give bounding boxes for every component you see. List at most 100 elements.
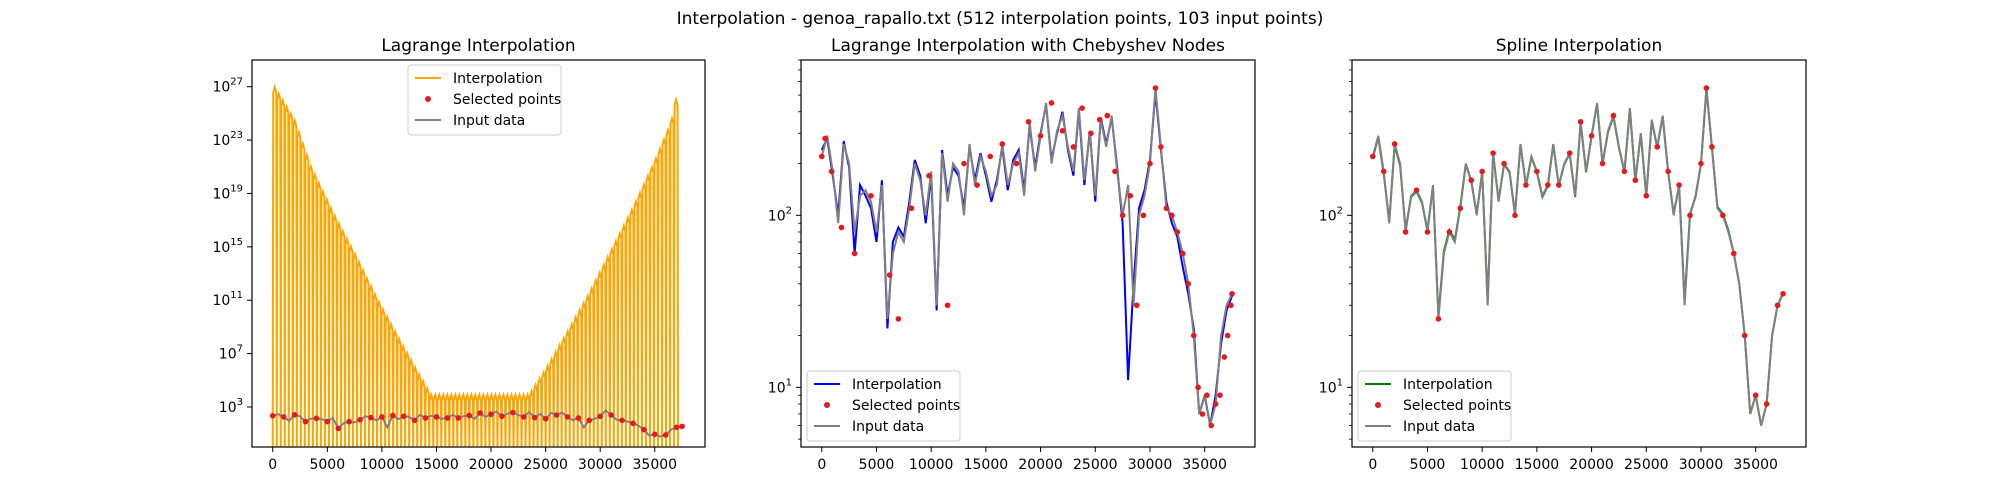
y-tick-exponent: 19	[230, 183, 243, 194]
selected-point	[1632, 177, 1639, 184]
plot-area	[818, 85, 1235, 429]
selected-point	[466, 412, 473, 419]
y-tick-exponent: 2	[786, 205, 792, 216]
selected-point	[1402, 229, 1409, 235]
selected-point	[1479, 168, 1485, 175]
selected-point	[1217, 392, 1223, 399]
chart-title: Lagrange Interpolation with Chebyshev No…	[831, 36, 1225, 56]
x-tick-label: 30000	[1128, 457, 1173, 473]
plot-area	[269, 83, 685, 447]
selected-point	[1435, 316, 1442, 322]
legend-entry-selected-points-swatch	[425, 96, 431, 102]
axes-frame	[251, 59, 706, 448]
selected-point	[1025, 118, 1032, 125]
selected-point	[1555, 182, 1562, 188]
selected-point	[1741, 332, 1748, 339]
y-tick-label: 101	[768, 377, 792, 396]
x-tick-label: 35000	[633, 457, 678, 473]
selected-point	[1190, 332, 1197, 339]
selected-point	[1204, 392, 1210, 399]
selected-point	[400, 413, 407, 420]
selected-point	[895, 316, 902, 322]
selected-point	[1224, 332, 1231, 339]
y-tick-base: 10	[219, 400, 237, 416]
selected-point	[1457, 205, 1464, 212]
legend-frame	[806, 370, 961, 442]
chart-title: Spline Interpolation	[1496, 36, 1662, 56]
x-tick-label: 25000	[523, 457, 568, 473]
selected-point	[1413, 187, 1420, 194]
selected-point	[1545, 182, 1551, 188]
selected-point	[818, 153, 825, 160]
selected-point	[477, 410, 483, 416]
input-data-line	[820, 87, 1233, 426]
y-tick-exponent: 1	[1337, 377, 1343, 388]
selected-point	[1780, 290, 1786, 297]
selected-point	[1369, 153, 1376, 160]
selected-point	[1621, 168, 1628, 175]
y-tick-label: 107	[219, 344, 243, 363]
selected-point	[987, 153, 994, 160]
selected-point	[1512, 212, 1518, 219]
selected-point	[433, 414, 440, 420]
selected-point	[1221, 354, 1228, 360]
selected-point	[542, 415, 549, 422]
selected-point	[499, 413, 505, 420]
selected-point	[1654, 144, 1661, 150]
selected-point	[564, 414, 571, 420]
selected-point	[455, 415, 462, 421]
y-tick-exponent: 23	[230, 130, 243, 141]
selected-point	[1720, 212, 1726, 219]
y-tick-exponent: 15	[230, 237, 243, 248]
legend: Interpolation Selected points Input data	[407, 64, 562, 136]
input-data-line	[1371, 87, 1784, 426]
selected-point	[1013, 160, 1020, 167]
selected-point	[961, 160, 967, 167]
legend: Interpolation Selected points Input data	[1357, 370, 1512, 442]
selected-point	[630, 420, 636, 427]
selected-point	[390, 412, 396, 419]
x-tick-label: 20000	[1569, 457, 1614, 473]
selected-point	[1070, 144, 1077, 150]
selected-point	[662, 432, 669, 438]
selected-point	[521, 414, 527, 420]
x-tick-label: 15000	[1515, 457, 1560, 473]
legend-frame	[407, 64, 562, 136]
selected-point	[1490, 150, 1496, 156]
x-tick-label: 25000	[1624, 457, 1669, 473]
selected-point	[1059, 128, 1066, 134]
y-tick-label: 1015	[212, 237, 243, 256]
selected-point	[1119, 212, 1126, 219]
x-tick-label: 25000	[1073, 457, 1118, 473]
selected-point	[488, 411, 494, 417]
selected-point	[851, 250, 858, 257]
selected-point	[1380, 168, 1387, 175]
selected-point	[1147, 160, 1153, 167]
selected-point	[1169, 212, 1175, 219]
legend-entry-selected-points: Selected points	[453, 92, 561, 108]
legend-entry-selected-points: Selected points	[1403, 398, 1511, 414]
selected-point	[1134, 302, 1140, 309]
interpolation-line	[271, 83, 680, 447]
selected-point	[444, 415, 451, 421]
y-tick-exponent: 7	[237, 344, 243, 355]
plot-area	[1369, 85, 1786, 426]
selected-point	[1610, 112, 1617, 119]
selected-point	[575, 415, 582, 421]
selected-point	[1703, 85, 1710, 91]
selected-point	[1763, 401, 1770, 407]
selected-point	[1709, 144, 1715, 150]
y-tick-base: 10	[212, 133, 230, 149]
legend-entry-input-data: Input data	[453, 113, 525, 129]
selected-point	[411, 417, 418, 424]
y-tick-label: 1027	[212, 77, 243, 96]
selected-point	[335, 425, 342, 432]
selected-point	[974, 182, 980, 188]
selected-point	[1534, 168, 1540, 175]
selected-point	[1140, 212, 1147, 219]
y-tick-label: 102	[1319, 205, 1343, 224]
x-tick-label: 20000	[469, 457, 514, 473]
chart-panel: Lagrange Interpolation with Chebyshev No…	[768, 36, 1256, 473]
